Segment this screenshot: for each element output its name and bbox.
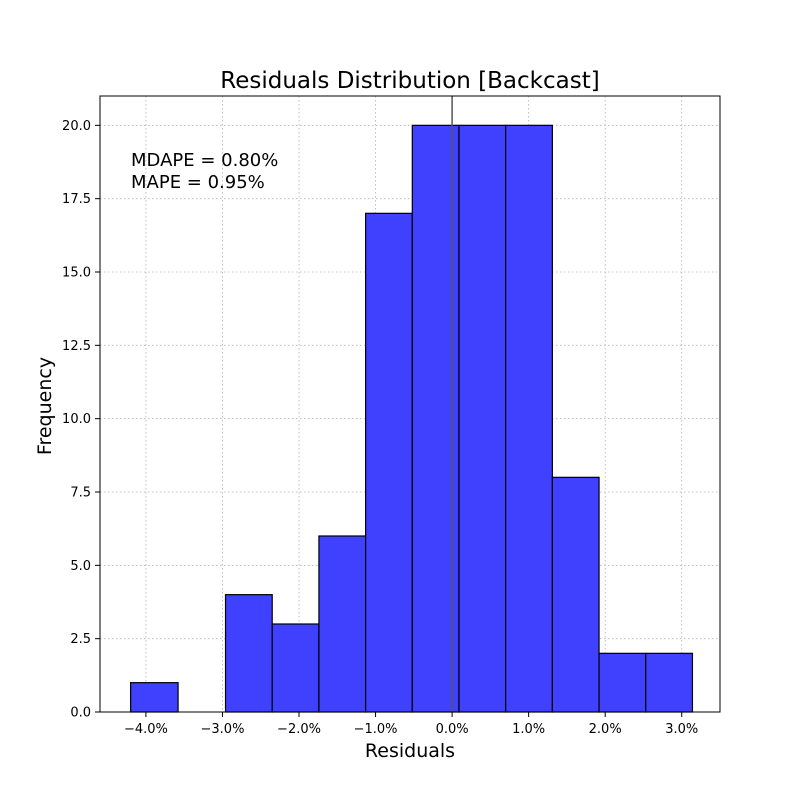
histogram-bar <box>130 682 179 713</box>
y-tick-label: 5.0 <box>70 559 91 574</box>
x-tick-label: 2.0% <box>589 722 622 737</box>
x-tick-label: 0.0% <box>436 722 469 737</box>
y-tick-label: 7.5 <box>70 486 91 501</box>
y-tick-label: 20.0 <box>62 119 91 134</box>
chart-title: Residuals Distribution [Backcast] <box>220 68 599 94</box>
annotation-mdape: MDAPE = 0.80% <box>131 150 278 171</box>
plot-frame <box>99 95 721 713</box>
x-tick-label: −1.0% <box>354 722 398 737</box>
y-tick-label: 17.5 <box>62 192 91 207</box>
histogram-bar <box>318 535 367 713</box>
y-axis-label: Frequency <box>34 357 56 455</box>
x-tick-label: −3.0% <box>201 722 245 737</box>
tick-layer: −4.0% −3.0% −2.0% −1.0% 0.0% 1.0% 2.0% 3.0% 0.0 2… <box>62 119 698 737</box>
x-tick-label: −4.0% <box>124 722 168 737</box>
histogram-bar <box>505 124 553 713</box>
x-tick-label: 1.0% <box>512 722 545 737</box>
y-tick-label: 2.5 <box>70 632 91 647</box>
bar-layer <box>130 124 694 713</box>
x-axis-label: Residuals <box>365 740 455 762</box>
histogram-bar <box>645 652 694 713</box>
x-tick-label: −2.0% <box>277 722 321 737</box>
y-tick-label: 12.5 <box>62 339 91 354</box>
annotation-mape: MAPE = 0.95% <box>131 172 265 193</box>
histogram-bar <box>271 623 320 713</box>
x-tick-label: 3.0% <box>665 722 698 737</box>
histogram-bar <box>458 124 507 713</box>
histogram-bar <box>598 652 647 713</box>
histogram-bar <box>224 594 273 713</box>
y-tick-label: 15.0 <box>62 266 91 281</box>
histogram-bar <box>365 212 413 713</box>
y-tick-label: 0.0 <box>70 706 91 721</box>
y-tick-label: 10.0 <box>62 412 91 427</box>
histogram-bar <box>551 476 600 713</box>
